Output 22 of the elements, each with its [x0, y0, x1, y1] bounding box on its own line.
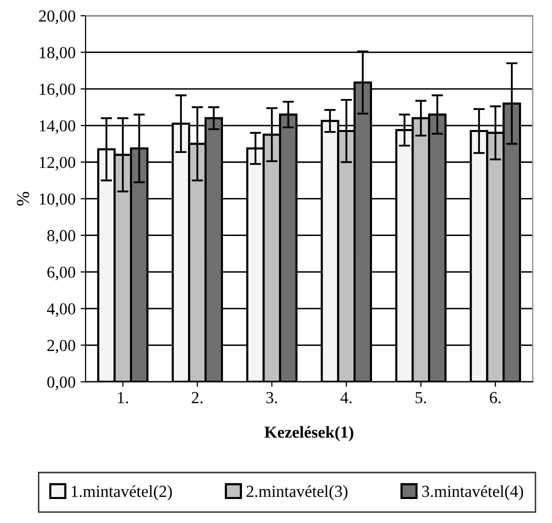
x-tick-label: 6. — [490, 392, 501, 404]
y-tick-label: 4,00 — [46, 303, 76, 317]
legend-label: 1.mintavétel(2) — [72, 485, 172, 500]
x-tick-label: 1. — [118, 392, 128, 404]
y-tick-label: 12,00 — [40, 156, 76, 170]
x-tick-label: 2. — [192, 392, 202, 404]
legend-label: 3.mintavétel(4) — [422, 485, 524, 500]
y-tick-label: 8,00 — [47, 230, 76, 244]
legend-label: 2.mintavétel(3) — [246, 485, 348, 500]
y-tick-label: 6,00 — [47, 266, 76, 280]
x-axis-title: Kezelések(1) — [264, 426, 354, 442]
y-tick-label: 0,00 — [47, 376, 76, 390]
y-tick-label: 20,00 — [39, 10, 76, 24]
y-tick-label: 14,00 — [40, 120, 76, 134]
y-tick-label: 16,00 — [40, 84, 76, 98]
y-axis-title: % — [16, 192, 30, 206]
y-tick-label: 2,00 — [47, 340, 76, 354]
x-tick-label: 5. — [416, 392, 426, 404]
y-tick-label: 10,00 — [40, 193, 76, 208]
x-tick-label: 3. — [266, 392, 278, 404]
y-tick-label: 18,00 — [40, 47, 76, 61]
x-tick-label: 4. — [340, 392, 352, 404]
